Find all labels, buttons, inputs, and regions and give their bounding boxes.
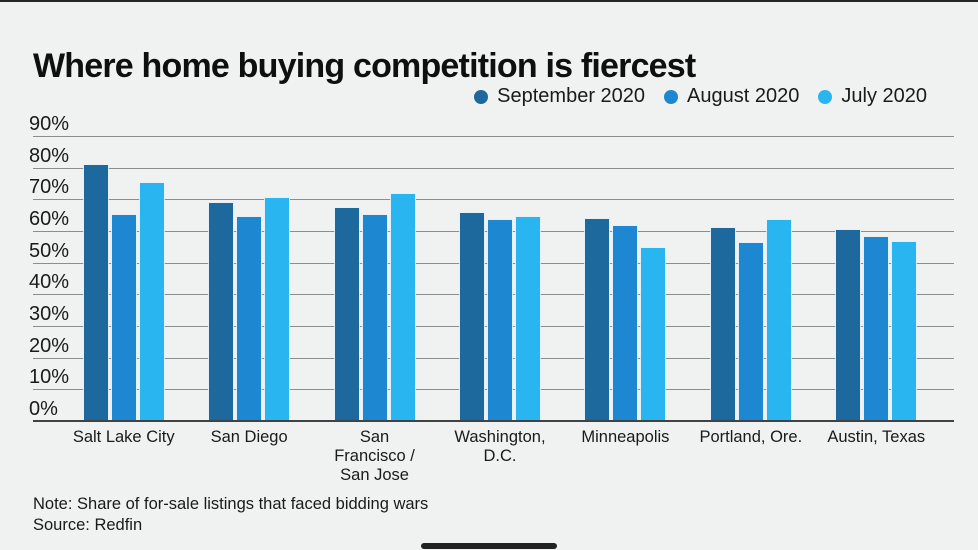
bar [390, 194, 415, 421]
bottom-drag-handle[interactable] [421, 543, 557, 549]
legend-dot-icon [818, 89, 833, 104]
y-tick-label: 70% [29, 176, 70, 199]
y-tick-label: 0% [29, 398, 58, 420]
bar [892, 242, 917, 421]
footnote: Note: Share of for-sale listings that fa… [33, 494, 428, 536]
gridline [33, 167, 954, 169]
bar [738, 243, 763, 421]
bar [641, 248, 666, 421]
x-axis-labels: Salt Lake City San Diego San Francisco / S… [61, 428, 939, 485]
bar [334, 207, 359, 421]
y-tick-label: 60% [29, 208, 70, 230]
bar-group [437, 136, 562, 421]
bar [585, 218, 610, 421]
y-tick-label: 50% [29, 239, 70, 262]
page-title: Where home buying competition is fierces… [33, 46, 696, 85]
bar [83, 164, 108, 421]
y-tick-label: 20% [29, 334, 70, 357]
legend-dot-icon [474, 89, 489, 104]
y-tick-label: 80% [29, 144, 70, 167]
bar-group [186, 136, 311, 421]
plot-area: 90% 80% 70% 60% 50% 40% 30% 20% 10% 0% [29, 114, 954, 422]
bar [515, 216, 540, 421]
note-line: Note: Share of for-sale listings that fa… [33, 495, 429, 513]
top-rule [0, 0, 978, 2]
x-axis-label: Minneapolis [581, 428, 670, 446]
x-axis-label: Portland, Ore. [699, 428, 803, 446]
legend-item: August 2020 [664, 85, 799, 108]
bar [209, 202, 234, 421]
bar [613, 225, 638, 421]
legend-label: August 2020 [687, 85, 800, 107]
legend-label: September 2020 [497, 85, 646, 107]
bar [139, 183, 164, 421]
y-tick-label: 30% [29, 303, 70, 325]
x-axis-baseline [33, 420, 954, 422]
bar [459, 212, 484, 421]
gridline [33, 136, 954, 137]
legend-label: July 2020 [841, 85, 927, 107]
bar-group [814, 136, 939, 421]
chart-legend: September 2020 August 2020 July 2020 [474, 85, 927, 108]
x-axis-label: Austin, Texas [827, 428, 926, 446]
legend-item: September 2020 [474, 85, 645, 108]
bar [864, 237, 889, 421]
gridline [33, 199, 954, 201]
bar-group [688, 136, 813, 421]
legend-item: July 2020 [818, 85, 927, 108]
bar-group [61, 136, 186, 421]
bar-group [312, 136, 437, 421]
x-axis-label: San Francisco / San Jose [334, 428, 415, 484]
x-axis-label: San Diego [210, 428, 288, 446]
x-axis-label: Salt Lake City [72, 428, 175, 446]
bar [836, 229, 861, 421]
source-line: Source: Redfin [33, 516, 143, 534]
bar [766, 219, 791, 421]
bar [265, 198, 290, 421]
legend-dot-icon [664, 89, 679, 104]
bar [237, 217, 262, 421]
bar [362, 215, 387, 421]
x-axis-label: Washington, D.C. [454, 428, 546, 465]
y-tick-label: 90% [29, 113, 70, 135]
y-tick-label: 40% [29, 271, 70, 294]
bar [710, 227, 735, 421]
bar [111, 215, 136, 421]
bar [487, 219, 512, 421]
bars-area [61, 136, 939, 421]
y-tick-label: 10% [29, 366, 70, 389]
bar-group [563, 136, 688, 421]
